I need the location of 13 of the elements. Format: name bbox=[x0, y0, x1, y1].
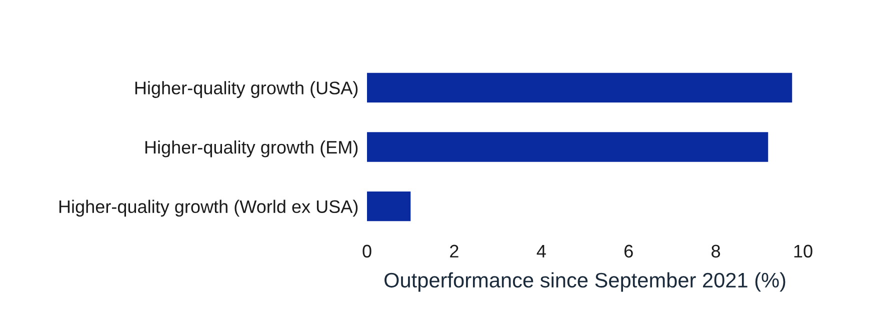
y-tick-label: Higher-quality growth (EM) bbox=[145, 140, 358, 158]
x-tick-label: 6 bbox=[624, 244, 633, 258]
y-tick-label: Higher-quality growth (World ex USA) bbox=[59, 200, 358, 217]
bar bbox=[367, 192, 411, 222]
bar bbox=[367, 72, 792, 102]
x-tick-label: 8 bbox=[712, 244, 720, 258]
x-tick-label: 10 bbox=[794, 244, 812, 258]
x-tick-label: 4 bbox=[536, 244, 546, 258]
y-tick-label: Higher-quality growth (USA) bbox=[135, 81, 358, 98]
bar bbox=[367, 132, 768, 162]
x-axis-title: Outperformance since September 2021 (%) bbox=[384, 272, 786, 292]
x-tick-label: 0 bbox=[362, 244, 372, 258]
x-tick-label: 2 bbox=[450, 244, 458, 258]
